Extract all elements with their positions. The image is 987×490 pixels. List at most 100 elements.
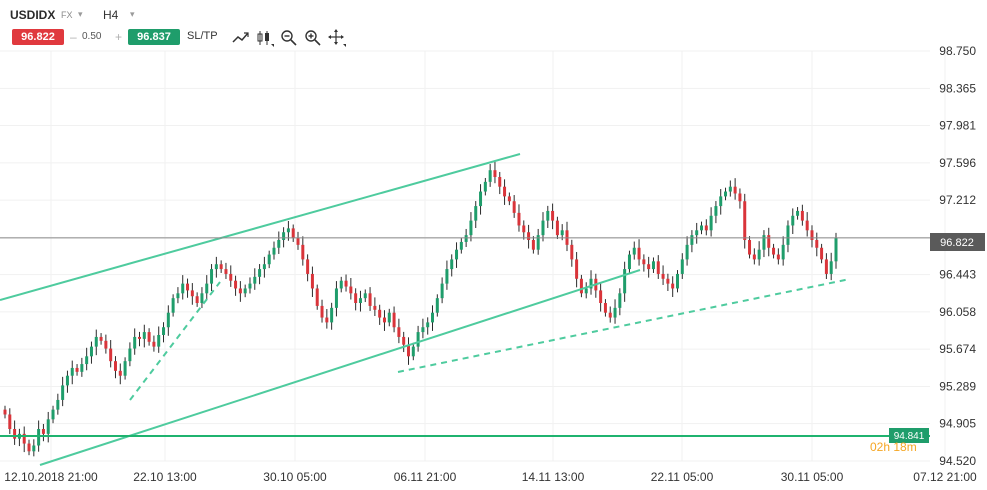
- candle: [320, 299, 324, 323]
- y-tick-label: 96.058: [939, 305, 976, 319]
- candle-body: [152, 341, 156, 347]
- candle-body: [551, 210, 555, 221]
- y-tick-label: 95.674: [939, 342, 976, 356]
- candle: [748, 236, 752, 259]
- y-tick-label: 97.212: [939, 193, 976, 207]
- candle: [282, 227, 286, 248]
- x-tick-label: 06.11 21:00: [394, 470, 457, 484]
- candle-body: [75, 367, 79, 372]
- candle-body: [325, 317, 329, 323]
- market-label: FX: [61, 10, 73, 20]
- candle: [315, 284, 319, 310]
- candle-body: [651, 261, 655, 270]
- candle-body: [613, 307, 617, 318]
- candle: [248, 277, 252, 294]
- candle-body: [99, 336, 103, 341]
- candle: [70, 360, 74, 385]
- y-tick-label: 95.289: [939, 379, 976, 393]
- candle-body: [123, 361, 127, 376]
- candle: [608, 306, 612, 323]
- symbol-label[interactable]: USDIDX: [10, 8, 56, 22]
- spread-increase-button[interactable]: +: [115, 30, 123, 44]
- level-price-label: 94.841: [894, 431, 925, 442]
- dashed-trendline-left[interactable]: [129, 281, 221, 401]
- candle-body: [109, 348, 113, 362]
- candle: [258, 264, 262, 285]
- candle: [555, 216, 559, 240]
- candle: [416, 325, 420, 352]
- candle: [575, 252, 579, 288]
- candle-body: [474, 206, 478, 221]
- sltp-button[interactable]: SL/TP: [187, 30, 218, 42]
- candle-body: [320, 305, 324, 318]
- trendline-drawings: [0, 153, 930, 466]
- candle-body: [200, 293, 204, 304]
- spread-value[interactable]: 0.50: [82, 31, 102, 42]
- candle: [589, 270, 593, 295]
- candles-icon[interactable]: [256, 29, 274, 47]
- candle: [565, 221, 569, 252]
- candle-body: [555, 220, 559, 236]
- candle: [8, 408, 12, 435]
- candle: [89, 341, 93, 364]
- x-tick-label: 14.11 13:00: [522, 470, 585, 484]
- candle-body: [181, 283, 185, 294]
- candle: [411, 342, 415, 361]
- candle: [113, 356, 117, 379]
- candle-body: [65, 375, 69, 386]
- zoom-out-icon[interactable]: [280, 29, 298, 47]
- candle: [517, 204, 521, 232]
- candle-body: [512, 201, 516, 213]
- candle: [459, 238, 463, 254]
- candle-body: [301, 244, 305, 260]
- crosshair-icon[interactable]: [328, 29, 346, 47]
- candle: [349, 278, 353, 300]
- candle-body: [517, 212, 521, 226]
- candle-body: [51, 409, 55, 420]
- line-chart-icon[interactable]: [232, 29, 250, 47]
- buy-button[interactable]: 96.837: [128, 29, 180, 45]
- candle-body: [824, 259, 828, 274]
- current-price-tag: 96.822: [930, 233, 985, 251]
- candle-body: [618, 293, 622, 308]
- chevron-down-icon[interactable]: ▾: [78, 9, 83, 19]
- candle-body: [796, 210, 800, 216]
- candle: [109, 340, 113, 368]
- candle: [253, 268, 257, 290]
- candle: [406, 337, 410, 365]
- candle-body: [479, 191, 483, 207]
- candle-body: [291, 228, 295, 239]
- candle: [680, 253, 684, 279]
- candle: [503, 179, 507, 205]
- candle: [685, 236, 689, 266]
- candle-body: [229, 273, 233, 281]
- candle: [627, 250, 631, 273]
- sell-button[interactable]: 96.822: [12, 29, 64, 45]
- candle-body: [392, 312, 396, 328]
- candle: [810, 225, 814, 248]
- spread-decrease-button[interactable]: –: [70, 30, 77, 44]
- channel-upper-line[interactable]: [0, 153, 521, 301]
- candle-body: [89, 346, 93, 357]
- zoom-in-icon[interactable]: [304, 29, 322, 47]
- candle: [171, 294, 175, 317]
- candle: [133, 328, 137, 355]
- candle: [166, 305, 170, 336]
- x-tick-label: 30.11 05:00: [781, 470, 844, 484]
- candle: [733, 178, 737, 200]
- candle: [301, 236, 305, 266]
- timeframe-label[interactable]: H4: [103, 8, 119, 22]
- channel-lower-line[interactable]: [39, 269, 641, 466]
- candle-body: [330, 307, 334, 323]
- candle-body: [680, 259, 684, 274]
- candle: [306, 254, 310, 282]
- candle: [757, 241, 761, 266]
- candle-body: [815, 240, 819, 248]
- candle-body: [334, 288, 338, 308]
- candle-body: [133, 336, 137, 349]
- candle: [51, 405, 55, 424]
- candle-body: [310, 273, 314, 289]
- chevron-down-icon[interactable]: ▾: [130, 9, 135, 19]
- candle-body: [671, 283, 675, 289]
